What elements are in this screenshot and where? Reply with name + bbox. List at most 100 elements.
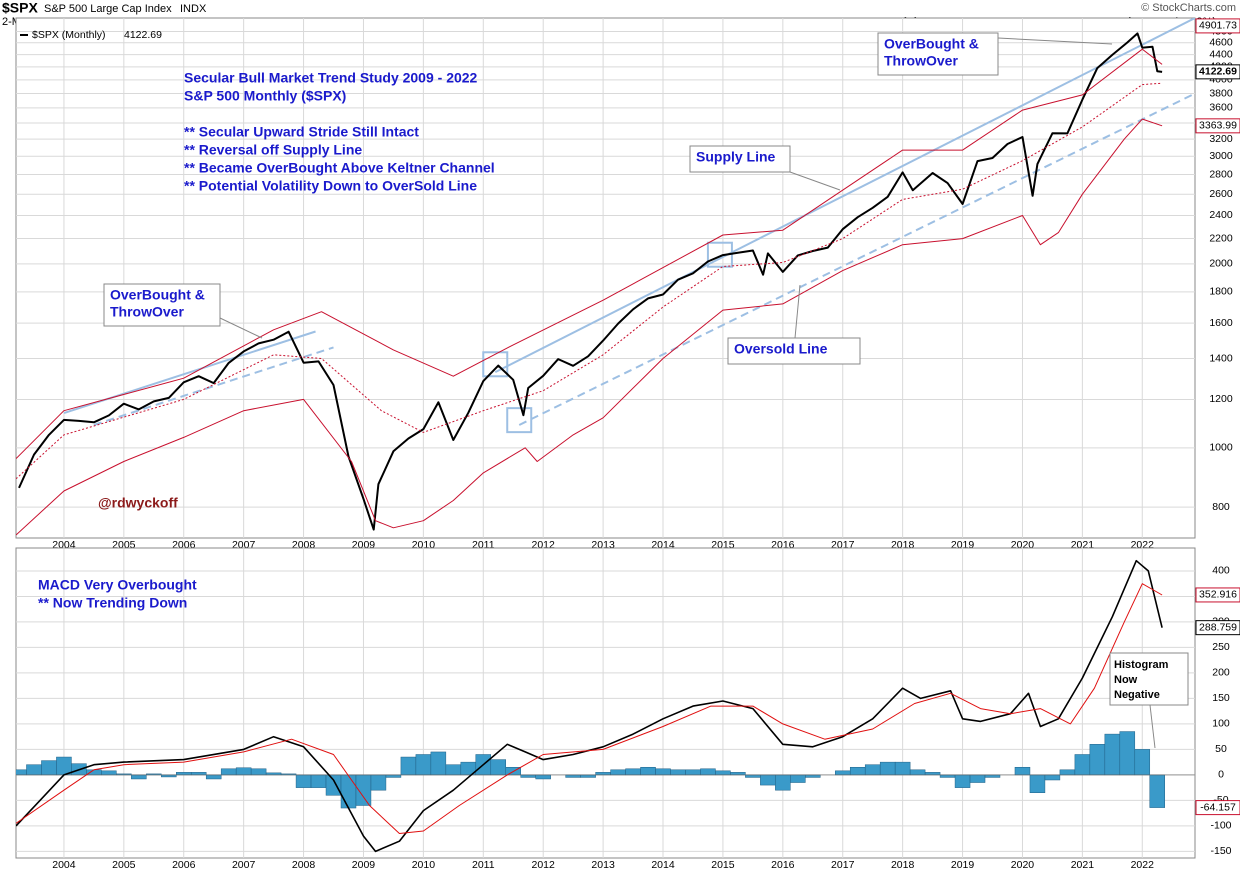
callout-text: Negative: [1114, 689, 1160, 701]
histogram-bar: [310, 774, 327, 788]
histogram-bar: [745, 774, 761, 778]
callout-text: ThrowOver: [110, 304, 184, 320]
histogram-bar: [16, 769, 27, 776]
histogram-bar: [385, 774, 402, 778]
histogram-bar: [490, 759, 507, 776]
y-tick-label: 2000: [1209, 258, 1233, 270]
histogram-bar: [715, 770, 731, 776]
histogram-bar: [235, 767, 252, 776]
histogram-bar: [1029, 774, 1046, 793]
histogram-bar: [1149, 774, 1165, 808]
x-tick-label: 2020: [1011, 859, 1035, 871]
y-tick-label: 0: [1218, 769, 1224, 781]
value-marker-label: 288.759: [1199, 621, 1237, 633]
callout-box: [877, 32, 999, 76]
index-name: S&P 500 Large Cap Index: [44, 3, 172, 15]
y-tick-label: 1800: [1209, 286, 1233, 298]
callout-text: Oversold Line: [734, 341, 828, 357]
histogram-bar: [969, 774, 986, 783]
callout-box: [103, 283, 221, 327]
legend-value: 4122.69: [124, 29, 162, 41]
y-tick-label: 3800: [1209, 87, 1233, 99]
highlight-box: [482, 351, 509, 378]
histogram-bar: [205, 774, 222, 780]
x-tick-label: 2007: [232, 859, 256, 871]
histogram-bar: [700, 768, 716, 776]
histogram-bar: [1059, 769, 1076, 776]
histogram-bar: [760, 774, 776, 786]
y-tick-label: 3600: [1209, 102, 1233, 114]
histogram-bar: [685, 769, 701, 776]
x-tick-label: 2017: [831, 859, 855, 871]
histogram-bar: [400, 756, 417, 776]
histogram-bar: [1074, 754, 1091, 776]
value-marker-label: 4122.69: [1199, 66, 1237, 78]
value-marker: [1195, 800, 1240, 816]
y-tick-label: 50: [1215, 743, 1227, 755]
x-tick-label: 2019: [951, 859, 975, 871]
histogram-bar: [445, 764, 462, 776]
x-tick-label: 2021: [1071, 859, 1095, 871]
macd-note: MACD Very Overbought: [38, 577, 197, 593]
study-note: Secular Bull Market Trend Study 2009 - 2…: [184, 70, 478, 86]
histogram-bar: [1119, 731, 1136, 776]
series-line: [16, 559, 1163, 853]
y-tick-label: -100: [1210, 820, 1231, 832]
trend-line: [518, 92, 1195, 426]
callout-text: ThrowOver: [884, 53, 958, 69]
histogram-bar: [1014, 766, 1031, 776]
histogram-bar: [56, 756, 72, 776]
y-tick-label: 2400: [1209, 209, 1233, 221]
x-tick-label: 2011: [472, 859, 495, 871]
value-marker: [1195, 64, 1240, 80]
value-marker: [1195, 587, 1240, 603]
histogram-bar: [370, 774, 387, 791]
series-line: [16, 82, 1163, 480]
callout-pointer: [219, 317, 263, 339]
histogram-bar: [924, 772, 941, 776]
histogram-bar: [670, 769, 686, 776]
y-tick-label: 150: [1212, 692, 1230, 704]
value-marker: [1195, 118, 1240, 134]
symbol: $SPX: [2, 0, 38, 16]
series-line: [16, 583, 1163, 834]
histogram-bar: [161, 774, 177, 778]
histogram-bar: [580, 774, 596, 778]
histogram-bar: [640, 766, 656, 776]
callout-box: [1109, 652, 1189, 706]
y-tick-label: 1400: [1209, 352, 1233, 364]
x-tick-label: 2009: [352, 859, 376, 871]
x-tick-label: 2015: [711, 859, 735, 871]
y-tick-label: 800: [1212, 501, 1230, 513]
y-tick-label: 4400: [1209, 48, 1233, 60]
histogram-bar: [340, 774, 357, 809]
histogram-bar: [295, 774, 312, 788]
x-tick-label: 2022: [1131, 859, 1155, 871]
histogram-bar: [849, 766, 866, 776]
trend-line: [494, 18, 1195, 374]
histogram-bar: [655, 768, 671, 776]
histogram-bar: [775, 774, 791, 791]
plot-area: [15, 17, 1196, 539]
value-marker-label: 352.916: [1199, 589, 1237, 601]
x-tick-label: 2018: [891, 859, 915, 871]
y-tick-label: 2200: [1209, 232, 1233, 244]
histogram-bar: [834, 770, 851, 776]
signature: @rdwyckoff: [98, 495, 178, 511]
x-tick-label: 2014: [651, 859, 675, 871]
callout-text: Supply Line: [696, 149, 776, 165]
histogram-bar: [1089, 744, 1106, 776]
value-marker-label: -64.157: [1200, 801, 1236, 813]
histogram-bar: [176, 772, 192, 776]
callout-text: OverBought &: [884, 36, 979, 52]
histogram-bar: [790, 774, 806, 783]
histogram-bar: [864, 764, 881, 776]
legend-label: $SPX (Monthly): [32, 29, 106, 41]
histogram-bar: [250, 768, 267, 776]
y-tick-label: 1600: [1209, 317, 1233, 329]
x-tick-label: 2012: [532, 859, 556, 871]
histogram-bar: [520, 774, 536, 778]
x-tick-label: 2006: [172, 859, 196, 871]
histogram-bar: [101, 770, 117, 776]
histogram-bar: [131, 774, 147, 780]
